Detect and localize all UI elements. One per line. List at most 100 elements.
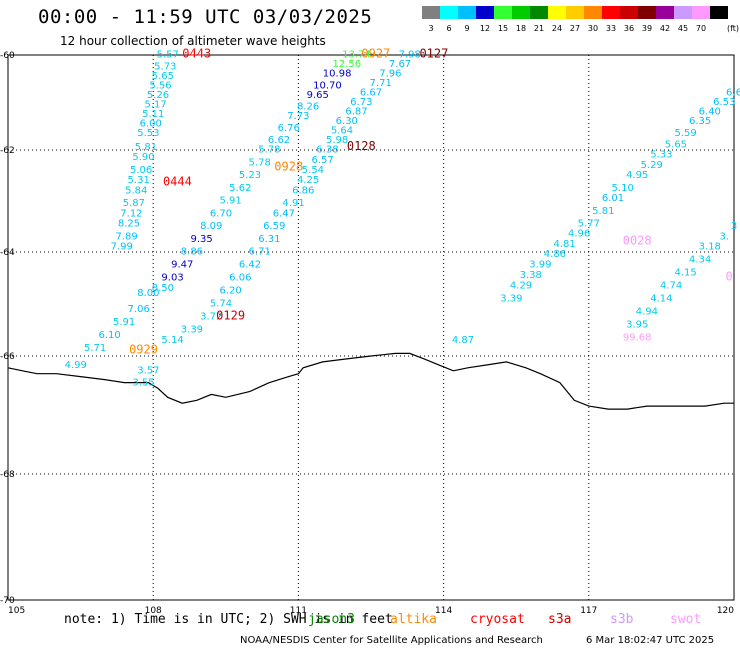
legend-swatch — [422, 6, 440, 19]
wave-height-value: 4.15 — [674, 267, 696, 278]
wave-height-value: 6.20 — [220, 286, 242, 297]
wave-height-value: 7.71 — [370, 78, 392, 89]
wave-height-value: 5.90 — [132, 152, 154, 163]
wave-height-value: 7.67 — [389, 59, 411, 70]
wave-height-value: 99.68 — [623, 332, 652, 343]
lon-tick-label: 117 — [580, 606, 597, 616]
wave-height-value: 6.31 — [258, 234, 280, 245]
wave-height-value: 6.53 — [713, 97, 735, 108]
wave-height-value: 5.56 — [149, 80, 171, 91]
wave-height-value: 6.57 — [311, 155, 333, 166]
wave-height-value: 3.55 — [132, 378, 154, 389]
wave-height-value: 5.59 — [674, 128, 696, 139]
legend-swatch — [638, 6, 656, 19]
lon-tick-label: 108 — [145, 606, 162, 616]
legend-swatch — [458, 6, 476, 19]
wave-height-value: 5.10 — [612, 183, 634, 194]
wave-height-value: 5.11 — [142, 109, 164, 120]
legend-label: 39 — [641, 24, 653, 33]
map-subtitle: 12 hour collection of altimeter wave hei… — [60, 34, 326, 48]
pass-id-label: 0443 — [182, 46, 211, 60]
wave-height-value: 7.89 — [115, 231, 137, 242]
wave-height-value: 6.47 — [273, 208, 295, 219]
coastline — [7, 352, 734, 410]
wave-height-value: 12.56 — [332, 59, 361, 70]
wave-height-value: 4.34 — [689, 254, 711, 265]
wave-height-value: 5.77 — [578, 219, 600, 230]
legend-unit: (ft) — [726, 24, 740, 33]
wave-height-value: 4.91 — [282, 198, 304, 209]
wave-height-value: 4.74 — [660, 280, 682, 291]
wave-height-value: 6.10 — [99, 330, 121, 341]
wave-height-value: 5.31 — [128, 175, 150, 186]
wave-height-value: 3 — [731, 221, 737, 232]
credit-line: NOAA/NESDIS Center for Satellite Applica… — [240, 635, 543, 646]
legend-swatch — [602, 6, 620, 19]
wave-height-value: 6.40 — [699, 106, 721, 117]
pass-id-label: 0127 — [419, 46, 448, 60]
lat-tick-label: -62 — [0, 146, 15, 156]
lon-tick-label: 105 — [8, 606, 25, 616]
wave-height-value: 6.00 — [140, 118, 162, 129]
legend-swatch — [710, 6, 728, 19]
pass-labels: 0443 0444 0129 0128 0127 0927 0928 0929 0028 0 — [129, 46, 733, 356]
satellite-name-swot: swot — [670, 612, 702, 627]
wave-height-value: 6.06 — [229, 273, 251, 284]
wave-height-value: 5.78 — [249, 157, 271, 168]
legend-swatch — [620, 6, 638, 19]
wave-height-value: 4.99 — [65, 360, 87, 371]
wave-height-value: 5.78 — [258, 145, 280, 156]
wave-height-value: 6.62 — [268, 135, 290, 146]
wave-height-value: 8.50 — [152, 283, 174, 294]
pass-id-label: 0128 — [347, 139, 376, 153]
wave-height-value: 4.81 — [553, 239, 575, 250]
wave-height-value: 6.67 — [360, 87, 382, 98]
wave-height-value: 8.26 — [297, 102, 319, 113]
legend-label: 24 — [551, 24, 563, 33]
wave-height-value: 8.25 — [118, 219, 140, 230]
wave-height-value: 10.70 — [313, 80, 342, 91]
map-title: 00:00 - 11:59 UTC 03/03/2025 — [38, 6, 373, 28]
wave-height-value: 6.87 — [345, 106, 367, 117]
wave-height-value: 6.6 — [726, 87, 740, 98]
wave-height-value: 5.65 — [665, 140, 687, 151]
wave-height-value: 5.84 — [125, 185, 147, 196]
wave-height-value: 4.29 — [510, 280, 532, 291]
wave-height-value: 6.59 — [263, 221, 285, 232]
wave-height-value: 4.94 — [636, 306, 658, 317]
wave-height-value: 8.09 — [200, 221, 222, 232]
lat-tick-label: -60 — [0, 51, 15, 61]
legend-label: 6 — [446, 24, 452, 33]
wave-height-value: 5.91 — [220, 196, 242, 207]
wave-height-value: 4.95 — [626, 170, 648, 181]
wave-height-value: 9.03 — [161, 273, 183, 284]
wave-height-value: 7.96 — [379, 68, 401, 79]
pass-id-label: 0929 — [129, 342, 158, 356]
legend-label: 33 — [605, 24, 617, 33]
wave-height-value: 4.25 — [297, 175, 319, 186]
wave-height-value: 4.96 — [568, 229, 590, 240]
satellite-name-s3b: s3b — [610, 612, 634, 627]
legend-label: 42 — [659, 24, 671, 33]
wave-height-value: 4.86 — [544, 249, 566, 260]
wave-height-value: 5.06 — [130, 165, 152, 176]
legend-swatch — [530, 6, 548, 19]
wave-height-value: 9.65 — [307, 90, 329, 101]
wave-height-value: 3.95 — [626, 319, 648, 330]
wave-height-value: 5.14 — [161, 335, 183, 346]
lon-tick-label: 114 — [435, 606, 452, 616]
wave-height-value: 6.30 — [336, 116, 358, 127]
wave-height-value: 5.57 — [157, 49, 179, 60]
wave-height-value: 5.81 — [592, 206, 614, 217]
wave-height-value: 5.91 — [113, 317, 135, 328]
wave-height-value: 5.74 — [210, 299, 232, 310]
generated-timestamp: 6 Mar 18:02:47 UTC 2025 — [586, 635, 715, 646]
lat-tick-label: -64 — [0, 248, 15, 258]
wave-height-value: 6.86 — [292, 185, 314, 196]
wave-height-value: 7.12 — [120, 208, 142, 219]
wave-height-value: 5.98 — [326, 135, 348, 146]
wave-height-labels: 5.575.735.655.565.265.175.116.005.535.81… — [65, 49, 740, 388]
legend-swatch — [674, 6, 692, 19]
wave-height-value: 5.81 — [135, 142, 157, 153]
